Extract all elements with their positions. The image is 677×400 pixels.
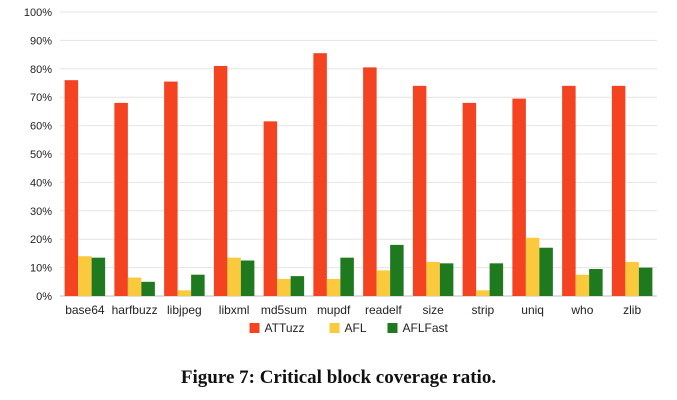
bar-aflfast-harfbuzz <box>141 281 155 296</box>
bar-afl-zlib <box>625 261 639 296</box>
legend-swatch-afl <box>329 323 340 333</box>
y-tick-label: 50% <box>30 149 52 161</box>
bar-afl-mupdf <box>326 278 341 296</box>
y-tick-label: 10% <box>30 263 52 275</box>
gridlines <box>60 11 657 297</box>
bar-attuzz-size <box>412 85 427 296</box>
x-tick-label: readelf <box>365 303 402 317</box>
legend-swatch-attuzz <box>249 323 260 333</box>
legend-label-afl: AFL <box>345 321 367 335</box>
bar-attuzz-md5sum <box>263 121 278 296</box>
y-tick-label: 20% <box>30 234 52 246</box>
x-tick-label: libxml <box>219 303 250 317</box>
bar-aflfast-base64 <box>91 257 106 296</box>
legend: ATTuzz AFL AFLFast <box>249 321 449 335</box>
bar-afl-harfbuzz <box>127 277 142 296</box>
x-axis-labels: base64 harfbuzz libjpeg libxml md5sum mupdf re… <box>65 303 641 317</box>
x-tick-label: md5sum <box>261 303 307 317</box>
x-tick-label: strip <box>472 303 495 317</box>
bar-attuzz-zlib <box>611 85 626 296</box>
bar-aflfast-md5sum <box>290 276 305 296</box>
bar-aflfast-size <box>439 263 454 296</box>
y-tick-label: 90% <box>30 35 52 47</box>
bar-chart: 0% 10% 20% 30% 40% 50% 60% 70% 80% 90% 100% base64… <box>24 7 657 335</box>
bar-afl-who <box>575 274 590 296</box>
figure-caption: Figure 7: Critical block coverage ratio. <box>180 367 497 388</box>
y-tick-label: 80% <box>30 64 52 76</box>
x-tick-label: base64 <box>65 303 105 317</box>
bar-aflfast-zlib <box>638 267 653 296</box>
y-tick-label: 0% <box>36 291 52 303</box>
bar-afl-size <box>426 261 440 296</box>
legend-swatch-aflfast <box>387 323 398 333</box>
bar-attuzz-strip <box>462 102 477 296</box>
y-axis-ticks: 0% 10% 20% 30% 40% 50% 60% 70% 80% 90% 100% <box>24 7 52 303</box>
x-tick-label: libjpeg <box>167 303 202 317</box>
x-tick-label: size <box>422 303 444 317</box>
x-tick-label: who <box>570 303 593 317</box>
bar-afl-base64 <box>78 256 92 296</box>
y-tick-label: 60% <box>30 121 52 133</box>
bar-aflfast-strip <box>489 263 504 296</box>
y-tick-label: 40% <box>30 177 52 189</box>
x-tick-label: uniq <box>521 303 544 317</box>
x-tick-label: harfbuzz <box>112 303 158 317</box>
bar-attuzz-base64 <box>64 80 79 296</box>
bar-attuzz-who <box>562 85 576 296</box>
bar-attuzz-libxml <box>213 65 228 297</box>
x-tick-label: mupdf <box>317 303 351 317</box>
bar-attuzz-harfbuzz <box>114 102 128 296</box>
bar-attuzz-uniq <box>512 98 526 297</box>
bars <box>64 53 653 297</box>
bar-afl-libxml <box>227 257 241 296</box>
bar-attuzz-mupdf <box>313 53 327 297</box>
bar-aflfast-uniq <box>539 247 553 296</box>
bar-aflfast-libjpeg <box>191 274 205 296</box>
y-tick-label: 30% <box>30 206 52 218</box>
bar-afl-readelf <box>376 270 391 296</box>
y-tick-label: 100% <box>24 7 52 19</box>
bar-afl-md5sum <box>277 278 291 296</box>
bar-attuzz-libjpeg <box>164 81 178 296</box>
bar-aflfast-libxml <box>240 260 255 296</box>
bar-afl-libjpeg <box>177 290 192 296</box>
legend-label-aflfast: AFLFast <box>403 321 449 335</box>
x-tick-label: zlib <box>623 303 641 317</box>
bar-aflfast-mupdf <box>340 257 354 296</box>
bar-afl-uniq <box>525 237 540 296</box>
y-tick-label: 70% <box>30 92 52 104</box>
bar-attuzz-readelf <box>363 67 377 296</box>
bar-aflfast-who <box>589 269 603 296</box>
bar-aflfast-readelf <box>390 244 404 296</box>
legend-label-attuzz: ATTuzz <box>265 321 305 335</box>
bar-afl-strip <box>476 290 490 296</box>
